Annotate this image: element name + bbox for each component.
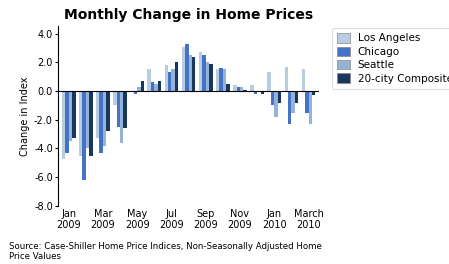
Bar [305, 91, 308, 112]
Bar [103, 91, 106, 146]
Bar [199, 52, 202, 91]
Bar [137, 87, 141, 91]
Bar [271, 91, 274, 105]
Bar [206, 62, 209, 91]
Bar [233, 85, 237, 91]
Bar [79, 91, 82, 156]
Bar [86, 91, 89, 148]
Bar [168, 72, 172, 91]
Bar [243, 89, 247, 91]
Bar [62, 91, 65, 158]
Bar [172, 69, 175, 91]
Title: Monthly Change in Home Prices: Monthly Change in Home Prices [64, 8, 313, 22]
Bar [96, 91, 100, 138]
Bar [134, 91, 137, 94]
Bar [250, 85, 254, 91]
Bar [268, 72, 271, 91]
Bar [141, 81, 144, 91]
Y-axis label: Change in Index: Change in Index [20, 76, 30, 156]
Bar [202, 55, 206, 91]
Bar [100, 91, 103, 153]
Bar [220, 68, 223, 91]
Bar [254, 91, 257, 94]
Bar [312, 91, 315, 95]
Bar [274, 91, 277, 117]
Bar [302, 69, 305, 91]
Bar [185, 44, 189, 91]
Bar [65, 91, 69, 153]
Bar [82, 91, 86, 180]
Bar [69, 91, 72, 141]
Bar [189, 55, 192, 91]
Bar [130, 91, 134, 92]
Bar [165, 65, 168, 91]
Bar [106, 91, 110, 131]
Bar [308, 91, 312, 124]
Bar [89, 91, 92, 156]
Bar [223, 69, 226, 91]
Bar [192, 56, 195, 91]
Bar [175, 62, 178, 91]
Bar [120, 91, 123, 143]
Bar [237, 87, 240, 91]
Bar [123, 91, 127, 128]
Bar [288, 91, 291, 124]
Bar [147, 69, 151, 91]
Bar [72, 91, 75, 138]
Bar [216, 69, 220, 91]
Bar [154, 84, 158, 91]
Bar [117, 91, 120, 127]
Bar [158, 81, 161, 91]
Legend: Los Angeles, Chicago, Seattle, 20-city Composite: Los Angeles, Chicago, Seattle, 20-city C… [332, 28, 449, 89]
Bar [291, 91, 295, 112]
Bar [209, 64, 212, 91]
Bar [113, 91, 117, 105]
Bar [226, 84, 230, 91]
Text: Source: Case-Shiller Home Price Indices, Non-Seasonally Adjusted Home
Price Valu: Source: Case-Shiller Home Price Indices,… [9, 242, 322, 261]
Bar [295, 91, 298, 102]
Bar [260, 91, 264, 94]
Bar [285, 67, 288, 91]
Bar [257, 91, 260, 92]
Bar [151, 82, 154, 91]
Bar [277, 91, 281, 102]
Bar [182, 46, 185, 91]
Bar [240, 87, 243, 91]
